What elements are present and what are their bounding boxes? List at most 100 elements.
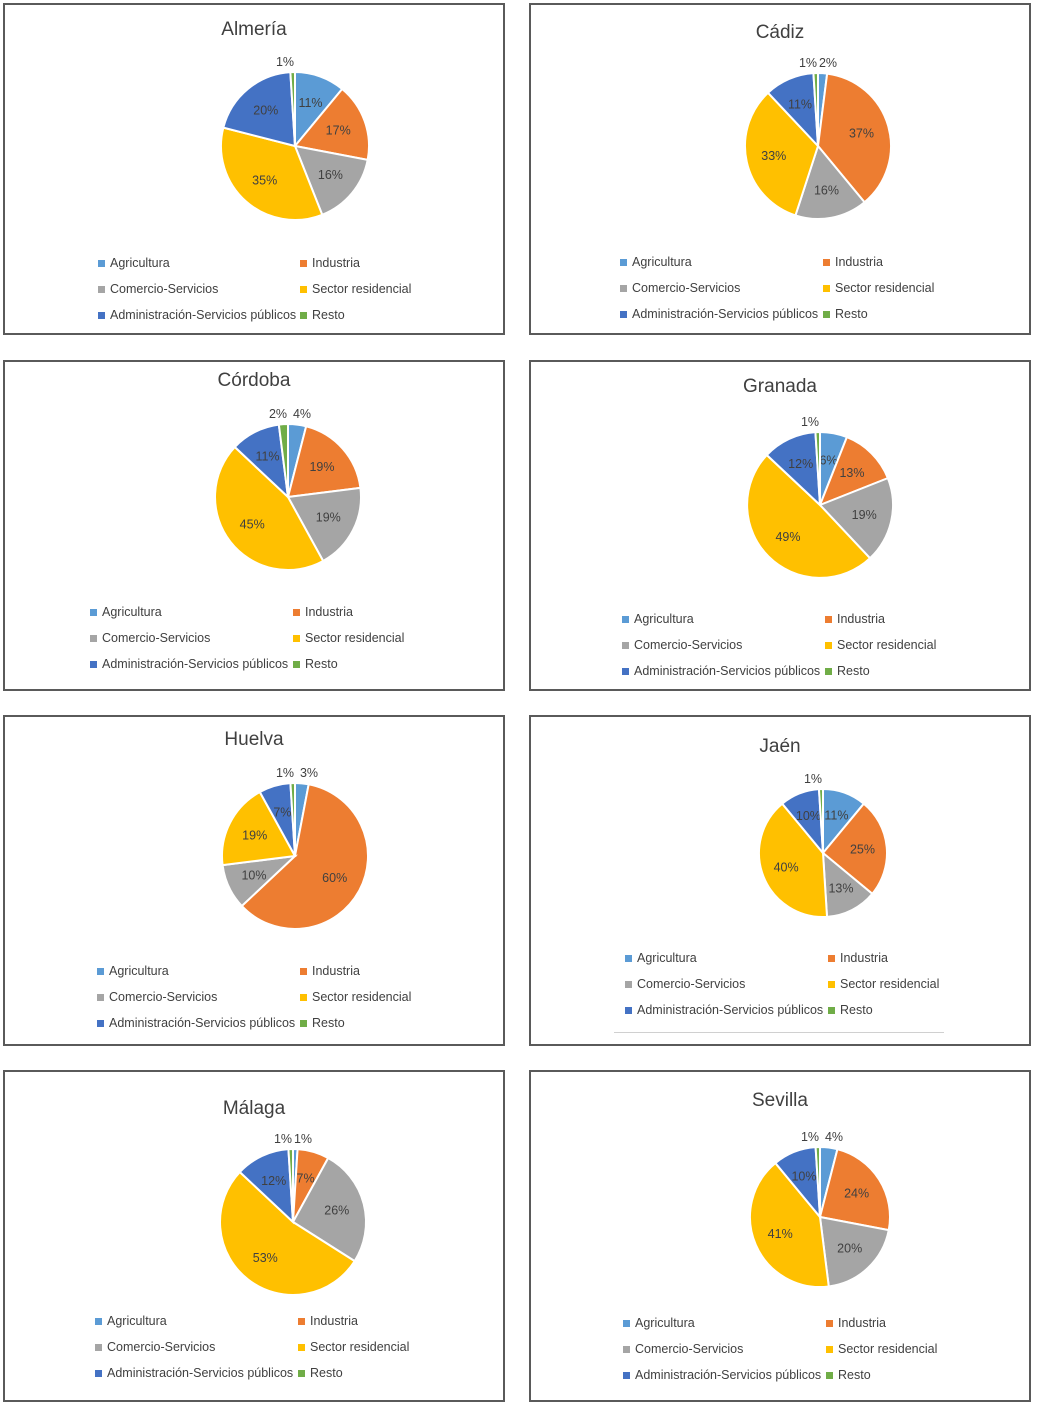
- legend-label: Comercio-Servicios: [109, 990, 218, 1004]
- legend-swatch-icon: [623, 1345, 630, 1353]
- legend-label: Agricultura: [110, 256, 170, 270]
- data-label: 6%: [819, 454, 837, 468]
- legend-item-comercio-servicios: Comercio-Servicios: [97, 990, 217, 1004]
- data-label: 1%: [801, 1130, 819, 1144]
- legend-swatch-icon: [828, 980, 835, 988]
- pie-plot: 11% 17% 16% 35% 20% 1%: [220, 55, 370, 221]
- chart-title: Málaga: [222, 1098, 286, 1119]
- legend-swatch-icon: [298, 1317, 305, 1325]
- legend-item-resto: Resto: [823, 307, 868, 321]
- legend-swatch-icon: [823, 310, 830, 318]
- pie-slice-sector-residencial: [758, 802, 829, 918]
- data-label: 26%: [324, 1204, 349, 1218]
- data-label: 2%: [269, 407, 287, 421]
- legend-swatch-icon: [97, 967, 104, 975]
- legend-divider: [614, 1032, 944, 1033]
- legend-swatch-icon: [622, 667, 629, 675]
- data-label: 24%: [844, 1187, 869, 1201]
- legend-label: Administración-Servicios públicos: [107, 1366, 294, 1380]
- legend-swatch-icon: [98, 259, 105, 267]
- data-label: 2%: [819, 56, 837, 70]
- legend-item-comercio-servicios: Comercio-Servicios: [623, 1342, 743, 1356]
- data-label: 7%: [297, 1172, 315, 1186]
- legend-label: Sector residencial: [835, 281, 935, 295]
- data-label: 49%: [775, 530, 800, 544]
- legend-swatch-icon: [300, 259, 307, 267]
- legend-swatch-icon: [623, 1371, 630, 1379]
- pie-chart-almeria: Almería 11% 17% 16% 35% 20% 1% Agricultura Indus…: [3, 3, 505, 335]
- legend-item-resto: Resto: [828, 1003, 873, 1017]
- legend-item-administracion-servicios-publicos: Administración-Servicios públicos: [620, 307, 818, 321]
- pie-slice-resto: [289, 70, 296, 147]
- pie-slice-sector-residencial: [748, 1161, 830, 1288]
- data-label: 11%: [824, 809, 848, 823]
- chart-title: Granada: [743, 376, 817, 397]
- legend-item-agricultura: Agricultura: [97, 964, 169, 978]
- legend-label: Industria: [312, 256, 360, 270]
- legend-swatch-icon: [828, 954, 835, 962]
- data-label: 1%: [274, 1132, 292, 1146]
- pie-slice-sector-residencial: [220, 126, 324, 221]
- legend-label: Comercio-Servicios: [102, 631, 211, 645]
- chart-title: Sevilla: [752, 1090, 808, 1111]
- legend-item-administracion-servicios-publicos: Administración-Servicios públicos: [623, 1368, 821, 1382]
- data-label: 1%: [294, 1132, 312, 1146]
- pie-slice-resto: [814, 1145, 821, 1218]
- pie-slice-resto: [814, 430, 821, 506]
- data-label: 40%: [774, 861, 799, 875]
- pie-slice-administracion-servicios-publicos: [222, 71, 297, 148]
- legend-item-industria: Industria: [300, 256, 360, 270]
- chart-title: Almería: [221, 19, 287, 40]
- legend-label: Resto: [835, 307, 868, 321]
- pie-slice-sector-residencial: [219, 1170, 357, 1296]
- pie-slice-resto: [287, 1147, 294, 1223]
- data-label: 17%: [326, 124, 351, 138]
- data-label: 12%: [261, 1174, 286, 1188]
- legend-label: Administración-Servicios públicos: [109, 1016, 296, 1030]
- legend-item-administracion-servicios-publicos: Administración-Servicios públicos: [95, 1366, 293, 1380]
- legend-label: Resto: [305, 657, 338, 671]
- legend-swatch-icon: [293, 660, 300, 668]
- data-label: 11%: [788, 98, 812, 112]
- chart-title: Cádiz: [755, 22, 805, 43]
- legend-label: Comercio-Servicios: [634, 638, 743, 652]
- legend-label: Resto: [310, 1366, 343, 1380]
- legend-swatch-icon: [298, 1369, 305, 1377]
- legend-swatch-icon: [825, 615, 832, 623]
- pie-chart-cadiz: Cádiz 2% 37% 16% 33% 11% 1% Agricultura Industri…: [529, 3, 1031, 335]
- data-label: 4%: [825, 1130, 843, 1144]
- legend-swatch-icon: [95, 1317, 102, 1325]
- legend-item-industria: Industria: [298, 1314, 358, 1328]
- legend-item-comercio-servicios: Comercio-Servicios: [622, 638, 742, 652]
- data-label: 19%: [316, 511, 341, 525]
- legend-swatch-icon: [95, 1369, 102, 1377]
- legend-swatch-icon: [293, 634, 300, 642]
- legend-item-industria: Industria: [293, 605, 353, 619]
- data-label: 10%: [796, 809, 821, 823]
- legend-swatch-icon: [828, 1006, 835, 1014]
- legend-swatch-icon: [826, 1371, 833, 1379]
- legend-swatch-icon: [95, 1343, 102, 1351]
- data-label: 35%: [252, 173, 277, 187]
- legend-item-industria: Industria: [826, 1316, 886, 1330]
- legend-item-sector-residencial: Sector residencial: [293, 631, 404, 645]
- legend-label: Administración-Servicios públicos: [102, 657, 289, 671]
- legend-swatch-icon: [98, 311, 105, 319]
- pie-plot: 4% 19% 19% 45% 11% 2%: [214, 407, 362, 571]
- pie-slice-comercio-servicios: [291, 1156, 368, 1263]
- legend-label: Industria: [840, 951, 888, 965]
- legend-swatch-icon: [300, 311, 307, 319]
- data-label: 3%: [300, 766, 318, 780]
- legend-swatch-icon: [623, 1319, 630, 1327]
- pie-chart-cordoba: Córdoba 4% 19% 19% 45% 11% 2% Agricultura Indust…: [3, 360, 505, 691]
- data-label: 1%: [799, 56, 817, 70]
- data-label: 33%: [761, 149, 786, 163]
- pie-slice-sector-residencial: [214, 445, 325, 571]
- legend-swatch-icon: [620, 284, 627, 292]
- pie-slice-resto: [289, 781, 296, 857]
- legend-swatch-icon: [825, 667, 832, 675]
- pie-slice-comercio-servicios: [286, 486, 362, 563]
- legend-label: Administración-Servicios públicos: [637, 1003, 824, 1017]
- data-label: 37%: [849, 126, 874, 140]
- legend-item-resto: Resto: [825, 664, 870, 678]
